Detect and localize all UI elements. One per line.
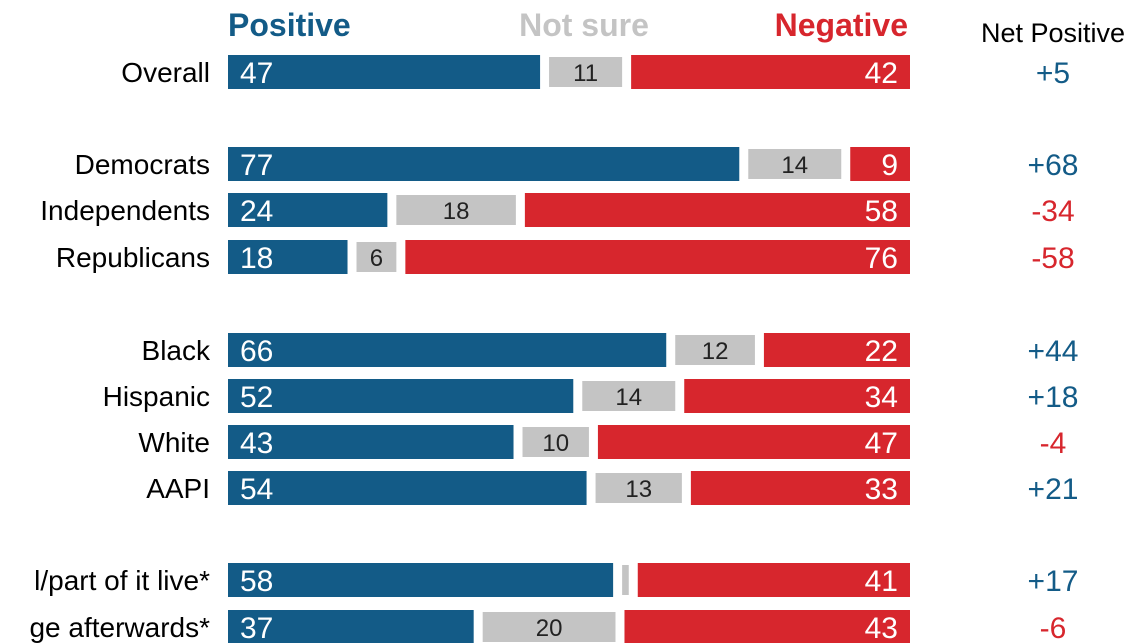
bar-not-sure-value: 10 bbox=[542, 430, 569, 457]
net-positive-value: +68 bbox=[1028, 149, 1079, 182]
bar-positive-value: 58 bbox=[240, 565, 273, 598]
bar-negative-value: 47 bbox=[865, 427, 898, 460]
chart-row: Overall 47 11 42 +5 bbox=[121, 55, 1070, 90]
bar-negative bbox=[637, 563, 910, 597]
bar-positive-value: 18 bbox=[240, 242, 273, 275]
chart-row: Democrats 77 14 9 +68 bbox=[75, 147, 1079, 182]
bar-positive bbox=[228, 563, 614, 597]
bar-negative-value: 33 bbox=[865, 473, 898, 506]
bar-positive-value: 77 bbox=[240, 149, 273, 182]
bar-not-sure bbox=[396, 195, 516, 225]
bar-positive-value: 24 bbox=[240, 195, 273, 228]
header-negative: Negative bbox=[775, 7, 908, 43]
bar-positive-value: 43 bbox=[240, 427, 273, 460]
row-label: Overall bbox=[121, 57, 210, 88]
net-positive-value: +18 bbox=[1028, 381, 1079, 414]
bar-not-sure bbox=[622, 565, 629, 595]
bar-negative bbox=[850, 147, 910, 181]
chart-row: White 43 10 47 -4 bbox=[138, 425, 1066, 460]
bar-positive bbox=[228, 193, 388, 227]
bar-not-sure-value: 14 bbox=[781, 152, 808, 179]
net-positive-value: -6 bbox=[1040, 612, 1067, 643]
bar-positive bbox=[228, 240, 348, 274]
net-positive-value: -34 bbox=[1031, 195, 1074, 228]
bar-negative bbox=[690, 471, 910, 505]
chart-row: Republicans 18 6 76 -58 bbox=[56, 240, 1075, 275]
bar-negative-value: 43 bbox=[865, 612, 898, 643]
bar-not-sure bbox=[675, 335, 755, 365]
header-positive: Positive bbox=[228, 7, 351, 43]
chart-row: Independents 24 18 58 -34 bbox=[40, 193, 1075, 228]
bar-positive-value: 47 bbox=[240, 57, 273, 90]
header-not-sure: Not sure bbox=[519, 7, 649, 43]
chart-row: Hispanic 52 14 34 +18 bbox=[103, 379, 1079, 414]
bar-negative-value: 22 bbox=[865, 335, 898, 368]
bar-negative-value: 76 bbox=[865, 242, 898, 275]
chart-row: AAPI 54 13 33 +21 bbox=[146, 471, 1078, 506]
bar-not-sure-value: 13 bbox=[625, 476, 652, 503]
bar-not-sure-value: 6 bbox=[370, 245, 383, 272]
bar-negative bbox=[405, 240, 910, 274]
bar-not-sure-value: 14 bbox=[615, 384, 642, 411]
row-label: Hispanic bbox=[103, 381, 210, 412]
bar-positive bbox=[228, 55, 541, 89]
bar-negative-value: 9 bbox=[881, 149, 898, 182]
bar-not-sure-value: 12 bbox=[702, 338, 729, 365]
row-label: Democrats bbox=[75, 149, 210, 180]
bar-negative bbox=[631, 55, 910, 89]
net-positive-value: -4 bbox=[1040, 427, 1067, 460]
chart-row: Black 66 12 22 +44 bbox=[142, 333, 1079, 368]
net-positive-value: +21 bbox=[1028, 473, 1079, 506]
bar-not-sure bbox=[356, 242, 397, 272]
net-positive-value: +5 bbox=[1036, 57, 1070, 90]
chart-rows: Overall 47 11 42 +5 Democrats 77 14 9 +68 Independ… bbox=[29, 55, 1078, 643]
bar-positive bbox=[228, 471, 587, 505]
bar-negative-value: 58 bbox=[865, 195, 898, 228]
chart-row: l/part of it live* 58 41 +17 bbox=[34, 563, 1078, 598]
bar-positive-value: 54 bbox=[240, 473, 273, 506]
row-label: Independents bbox=[40, 195, 210, 226]
row-label: Republicans bbox=[56, 242, 210, 273]
net-positive-value: -58 bbox=[1031, 242, 1074, 275]
bar-not-sure bbox=[582, 381, 676, 411]
net-positive-value: +44 bbox=[1028, 335, 1079, 368]
bar-negative bbox=[763, 333, 910, 367]
bar-positive bbox=[228, 610, 474, 643]
header-net-positive: Net Positive bbox=[981, 18, 1125, 48]
row-label: Black bbox=[142, 335, 211, 366]
bar-negative-value: 42 bbox=[865, 57, 898, 90]
bar-not-sure bbox=[549, 57, 623, 87]
bar-negative-value: 34 bbox=[865, 381, 898, 414]
bar-negative bbox=[624, 610, 910, 643]
bar-positive-value: 66 bbox=[240, 335, 273, 368]
bar-not-sure-value: 18 bbox=[443, 198, 470, 225]
bar-not-sure-value: 20 bbox=[536, 615, 563, 642]
bar-negative-value: 41 bbox=[865, 565, 898, 598]
bar-negative bbox=[597, 425, 910, 459]
bar-positive bbox=[228, 333, 667, 367]
bar-not-sure bbox=[748, 149, 842, 179]
bar-negative bbox=[684, 379, 910, 413]
bar-not-sure bbox=[522, 427, 589, 457]
chart-row: ge afterwards* 37 20 43 -6 bbox=[29, 610, 1066, 643]
net-positive-value: +17 bbox=[1028, 565, 1079, 598]
row-label: AAPI bbox=[146, 473, 210, 504]
bar-positive-value: 37 bbox=[240, 612, 273, 643]
bar-positive bbox=[228, 147, 740, 181]
bar-negative bbox=[524, 193, 910, 227]
bar-not-sure-value: 11 bbox=[573, 60, 598, 87]
row-label: l/part of it live* bbox=[34, 565, 210, 596]
bar-positive-value: 52 bbox=[240, 381, 273, 414]
bar-positive bbox=[228, 425, 514, 459]
bar-not-sure bbox=[595, 473, 682, 503]
bar-not-sure bbox=[482, 612, 616, 642]
bar-positive bbox=[228, 379, 574, 413]
row-label: White bbox=[138, 427, 210, 458]
row-label: ge afterwards* bbox=[29, 612, 210, 643]
